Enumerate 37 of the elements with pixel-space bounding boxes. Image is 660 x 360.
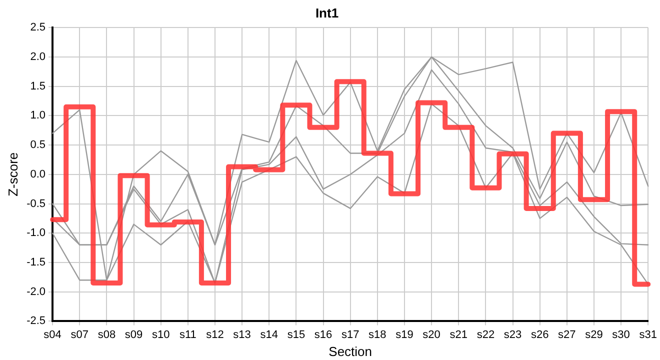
x-tick-label: s17 <box>341 328 360 341</box>
x-tick-label: s26 <box>530 328 549 341</box>
x-tick-label: s23 <box>504 328 522 341</box>
x-tick-label: s09 <box>124 328 143 341</box>
x-tick-label: s30 <box>612 328 630 341</box>
x-tick-label: s07 <box>70 328 88 341</box>
x-tick-label: s12 <box>206 328 224 341</box>
x-tick-label: s08 <box>98 328 116 341</box>
y-tick-label: 0.5 <box>30 139 46 152</box>
y-tick-label: -2.0 <box>26 286 46 298</box>
x-tick-label: s18 <box>368 328 386 341</box>
x-tick-label: s04 <box>44 328 62 341</box>
x-tick-label: s29 <box>585 328 603 341</box>
x-tick-label: s20 <box>422 328 440 341</box>
x-tick-label: s19 <box>396 328 414 341</box>
x-axis-title: Section <box>328 344 372 359</box>
y-axis-title: Z-score <box>5 152 20 196</box>
x-tick-label: s16 <box>314 328 332 341</box>
y-tick-label: 1.5 <box>30 80 46 92</box>
x-tick-label: s22 <box>476 328 495 341</box>
x-tick-label: s21 <box>450 328 468 341</box>
y-tick-label: 0.0 <box>30 168 46 180</box>
x-tick-label: s31 <box>639 328 658 341</box>
y-tick-label: 1.0 <box>30 110 46 122</box>
x-tick-label: s13 <box>233 328 251 341</box>
x-tick-label: s14 <box>260 328 278 341</box>
x-tick-label: s10 <box>152 328 170 341</box>
x-tick-label: s11 <box>179 328 196 341</box>
chart-title: Int1 <box>315 5 339 20</box>
y-tick-label: -1.0 <box>26 227 46 240</box>
y-tick-label: 2.5 <box>30 22 46 34</box>
y-tick-label: -2.5 <box>26 315 46 328</box>
y-tick-label: 2.0 <box>30 50 46 63</box>
x-tick-label: s15 <box>287 328 306 341</box>
y-tick-label: -0.5 <box>26 198 46 210</box>
x-tick-label: s27 <box>558 328 576 341</box>
y-tick-label: -1.5 <box>26 256 46 269</box>
